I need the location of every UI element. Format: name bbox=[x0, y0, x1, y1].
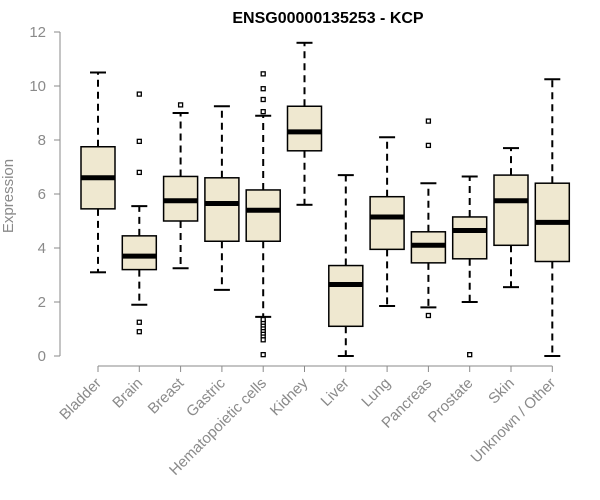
box-hematopoietic-cells bbox=[245, 71, 281, 358]
x-tick-label: Prostate bbox=[425, 375, 477, 427]
iqr-box bbox=[286, 105, 323, 152]
iqr-box bbox=[204, 177, 240, 243]
y-axis-label: Expression bbox=[0, 159, 17, 233]
outlier-point bbox=[260, 71, 266, 77]
outlier-point bbox=[425, 312, 432, 319]
iqr-box bbox=[121, 235, 158, 271]
box-pancreas bbox=[410, 118, 447, 319]
iqr-box bbox=[451, 216, 488, 260]
box-skin bbox=[493, 147, 529, 289]
outlier-point bbox=[136, 319, 142, 325]
x-tick-label: Liver bbox=[318, 375, 353, 410]
outlier-point bbox=[425, 142, 432, 149]
outlier-point bbox=[260, 351, 266, 358]
box-bladder bbox=[80, 71, 116, 274]
box-lung bbox=[369, 136, 405, 308]
x-tick-label: Brain bbox=[109, 375, 146, 412]
box-kidney bbox=[286, 41, 323, 206]
outlier-point bbox=[136, 138, 142, 145]
box-prostate bbox=[451, 175, 488, 358]
iqr-box bbox=[493, 174, 529, 247]
box-breast bbox=[162, 102, 199, 270]
outlier-point bbox=[260, 86, 266, 92]
outlier-point bbox=[136, 329, 142, 335]
plot-area bbox=[80, 41, 571, 358]
box-unknown-other bbox=[534, 78, 571, 357]
y-axis: 0 2 4 6 8 10 12 bbox=[29, 24, 61, 365]
x-tick-label: Skin bbox=[485, 375, 518, 408]
x-tick-label: Bladder bbox=[56, 375, 105, 424]
outlier-point bbox=[136, 169, 142, 176]
y-tick-label: 4 bbox=[38, 240, 46, 257]
outlier-point bbox=[260, 96, 266, 103]
y-tick-label: 0 bbox=[38, 348, 46, 365]
outlier-point bbox=[136, 91, 142, 97]
x-tick-label: Kidney bbox=[267, 374, 312, 419]
iqr-box bbox=[328, 264, 364, 328]
y-tick-label: 6 bbox=[38, 186, 46, 203]
outlier-point bbox=[260, 316, 266, 323]
box-liver bbox=[328, 174, 364, 357]
x-tick-label: Breast bbox=[145, 374, 188, 417]
outlier-point bbox=[425, 118, 432, 124]
iqr-box bbox=[245, 189, 281, 242]
outlier-point bbox=[177, 102, 184, 108]
y-tick-label: 12 bbox=[29, 24, 46, 41]
chart-title: ENSG00000135253 - KCP bbox=[232, 10, 424, 27]
y-tick-label: 8 bbox=[38, 132, 46, 149]
outlier-point bbox=[260, 109, 266, 115]
y-tick-label: 10 bbox=[29, 78, 46, 95]
y-tick-label: 2 bbox=[38, 294, 46, 311]
x-tick-label: Lung bbox=[358, 375, 394, 411]
box-brain bbox=[121, 91, 158, 335]
outlier-point bbox=[467, 351, 473, 358]
box-gastric bbox=[204, 105, 240, 291]
iqr-box bbox=[369, 195, 405, 251]
